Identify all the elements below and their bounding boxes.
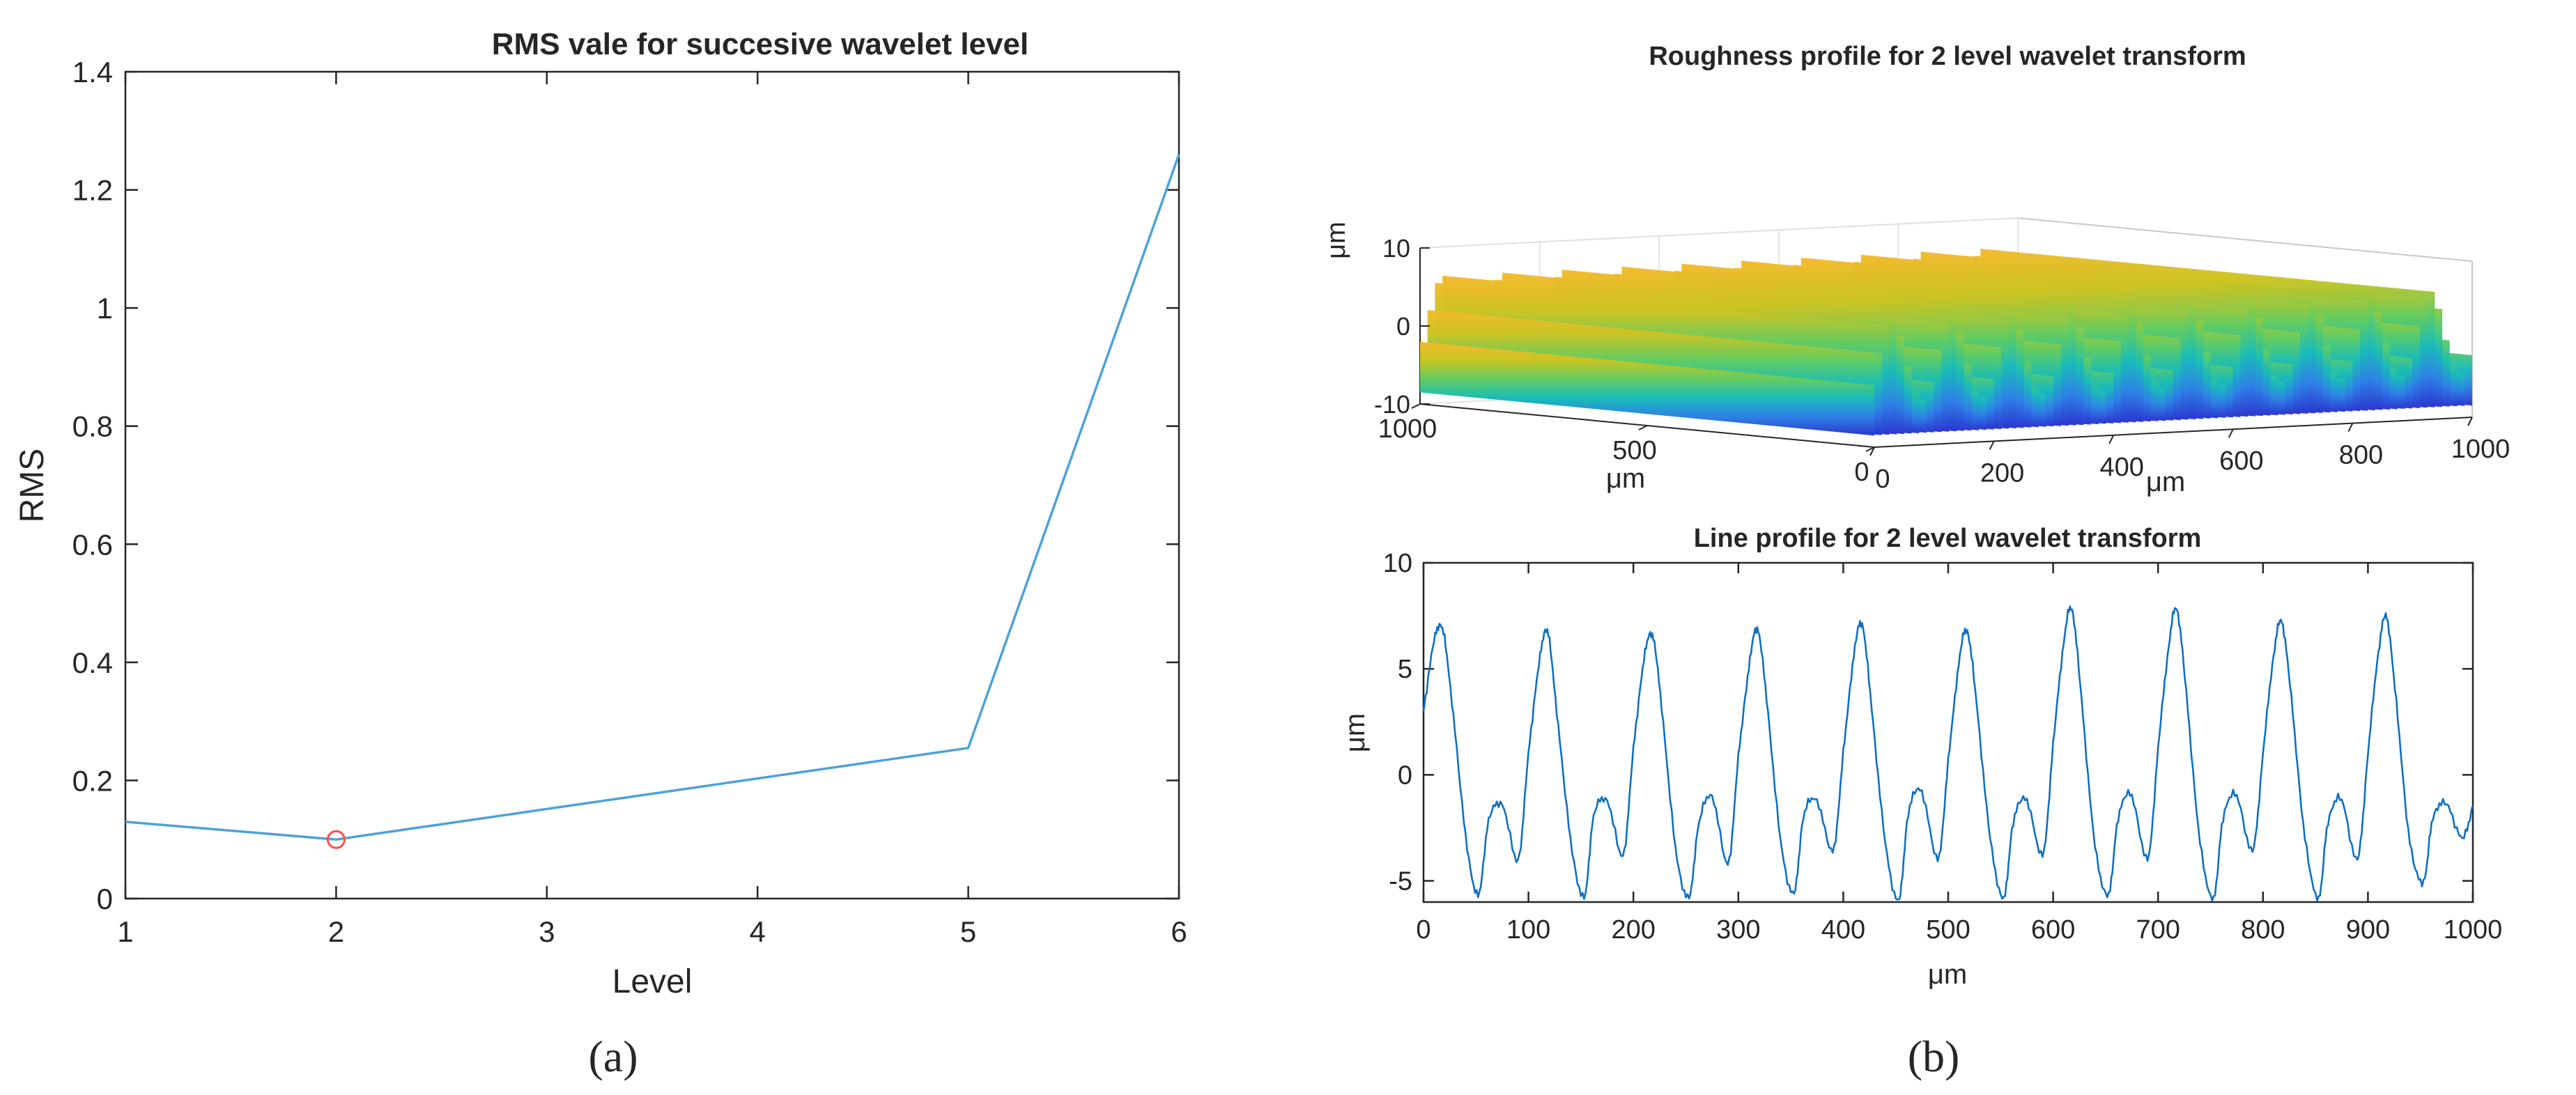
chart-b-top-z-tick-label: 10 [1382,234,1410,263]
chart-a-x-tick-label: 5 [960,915,976,948]
chart-b-bottom-x-tick-label: 400 [1821,915,1865,945]
chart-b-top-y-tick-label: 500 [1612,436,1656,465]
chart-b-top-x-tick-label: 800 [2339,441,2383,470]
chart-a-x-tick-label: 2 [328,915,344,948]
chart-b-bottom-line-profile: Line profile for 2 level wavelet transfo… [1340,524,2502,990]
chart-b-bottom-y-tick-label: 10 [1383,549,1412,578]
chart-a-y-tick-label: 1 [97,292,113,325]
chart-b-top-x-tick-label: 1000 [2451,435,2511,464]
chart-b-bottom-x-tick-label: 900 [2346,915,2390,945]
chart-a-x-axis: 1 2 3 4 5 6 [117,72,1187,948]
chart-b-top-x-tick-mark [2347,423,2354,433]
chart-b-top-x-tick-mark [1869,446,1875,456]
chart-a-min-marker [326,830,346,849]
chart-b-bottom-y-axis: -5 0 5 10 [1383,549,2473,896]
chart-b-top-x-tick-label: 200 [1980,458,2024,488]
chart-b-top-x-tick-mark [2467,417,2473,426]
chart-b-top-x-tick-label: 0 [1875,465,1890,494]
chart-b-bottom-title: Line profile for 2 level wavelet transfo… [1694,524,2202,553]
chart-b-top-y-tick-mark [1865,446,1875,452]
chart-a-y-tick-label: 1.2 [72,174,113,207]
chart-b-top-x-tick-mark [2228,428,2234,438]
chart-b-top-grid-line [1419,217,2019,249]
chart-b-top-back-edge [2017,217,2473,262]
chart-b-top-y-axis: 0 500 1000 [1378,403,1875,487]
chart-b-top-surface [1420,249,2472,436]
chart-b-bottom-series-line [1422,605,2474,902]
chart-b-bottom-x-tick-label: 100 [1506,915,1550,945]
chart-b-bottom-y-tick-label: -5 [1389,867,1412,896]
chart-a-y-tick-label: 0.8 [72,410,113,443]
chart-b-bottom-x-axis: 0 100 200 300 400 500 600 700 800 900 1000 [1416,563,2502,945]
chart-a-y-tick-label: 0 [97,883,113,915]
chart-a-rms-vs-level: RMS vale for succesive wavelet level 0 0.… [14,27,1187,1000]
chart-b-top-x-axis: 0 200 400 600 800 1000 [1869,417,2511,494]
chart-b-top-x-tick-mark [1989,440,1995,450]
chart-b-top-x-label: μm [2146,467,2185,497]
chart-b-bottom-x-tick-label: 700 [2136,915,2180,945]
chart-a-y-axis: 0 0.2 0.4 0.6 0.8 1 1.2 1.4 [72,56,1179,915]
chart-b-bottom-x-tick-label: 200 [1611,915,1655,945]
chart-b-top-roughness-surface: Roughness profile for 2 level wavelet tr… [1322,42,2510,497]
panel-label-b: (b) [1908,1032,1960,1081]
chart-b-top-y-tick-label: 1000 [1378,414,1437,444]
chart-a-series [125,154,1180,849]
chart-a-y-label: RMS [14,449,51,523]
chart-a-y-tick-label: 1.4 [72,56,113,88]
chart-b-top-z-label: μm [1322,222,1351,259]
chart-a-y-tick-label: 0.2 [72,764,113,797]
chart-b-bottom-x-label: μm [1928,959,1967,990]
chart-b-bottom-y-tick-label: 0 [1398,761,1412,790]
panel-label-a: (a) [588,1032,638,1081]
chart-b-top-y-tick-mark [1638,425,1648,430]
chart-b-bottom-x-tick-label: 600 [2031,915,2075,945]
chart-b-bottom-x-tick-label: 1000 [2444,915,2503,945]
chart-b-bottom-x-tick-label: 0 [1416,915,1430,945]
chart-b-top-floor-edge [1874,417,2473,448]
chart-b-top-y-label: μm [1606,463,1645,494]
chart-a-plot-area [124,70,1180,900]
chart-a-x-tick-label: 4 [750,915,766,948]
chart-b-top-title: Roughness profile for 2 level wavelet tr… [1649,42,2246,71]
chart-b-bottom-y-label: μm [1340,713,1371,752]
chart-a-x-tick-label: 3 [539,915,555,948]
chart-a-x-label: Level [612,963,693,1000]
chart-b-bottom-x-tick-label: 800 [2241,915,2285,945]
chart-a-x-tick-label: 1 [117,915,133,948]
chart-b-top-y-tick-mark [1411,403,1421,409]
chart-b-bottom-x-tick-label: 500 [1926,915,1970,945]
chart-b-top-surface-front [1420,341,1874,436]
chart-a-y-tick-label: 0.4 [72,646,113,679]
chart-a-y-tick-label: 0.6 [72,528,113,561]
chart-b-top-z-axis: 10 0 -10 [1374,234,1430,419]
chart-b-bottom-y-tick-label: 5 [1398,655,1412,684]
chart-b-bottom-x-tick-label: 300 [1716,915,1760,945]
chart-a-x-tick-label: 6 [1171,915,1187,948]
chart-b-top-x-tick-mark [2108,435,2115,444]
chart-b-bottom-series [1422,605,2474,902]
chart-b-top-z-tick-label: 0 [1396,312,1410,341]
chart-b-top-x-tick-label: 400 [2099,453,2143,482]
chart-b-bottom-plot-area [1422,561,2474,903]
chart-a-title: RMS vale for succesive wavelet level [492,27,1028,61]
chart-b-top-z-tick-label: -10 [1374,390,1410,419]
chart-b-top-y-tick-label: 0 [1854,458,1869,487]
chart-a-series-line [125,154,1180,841]
chart-b-top-x-tick-label: 600 [2219,446,2263,476]
